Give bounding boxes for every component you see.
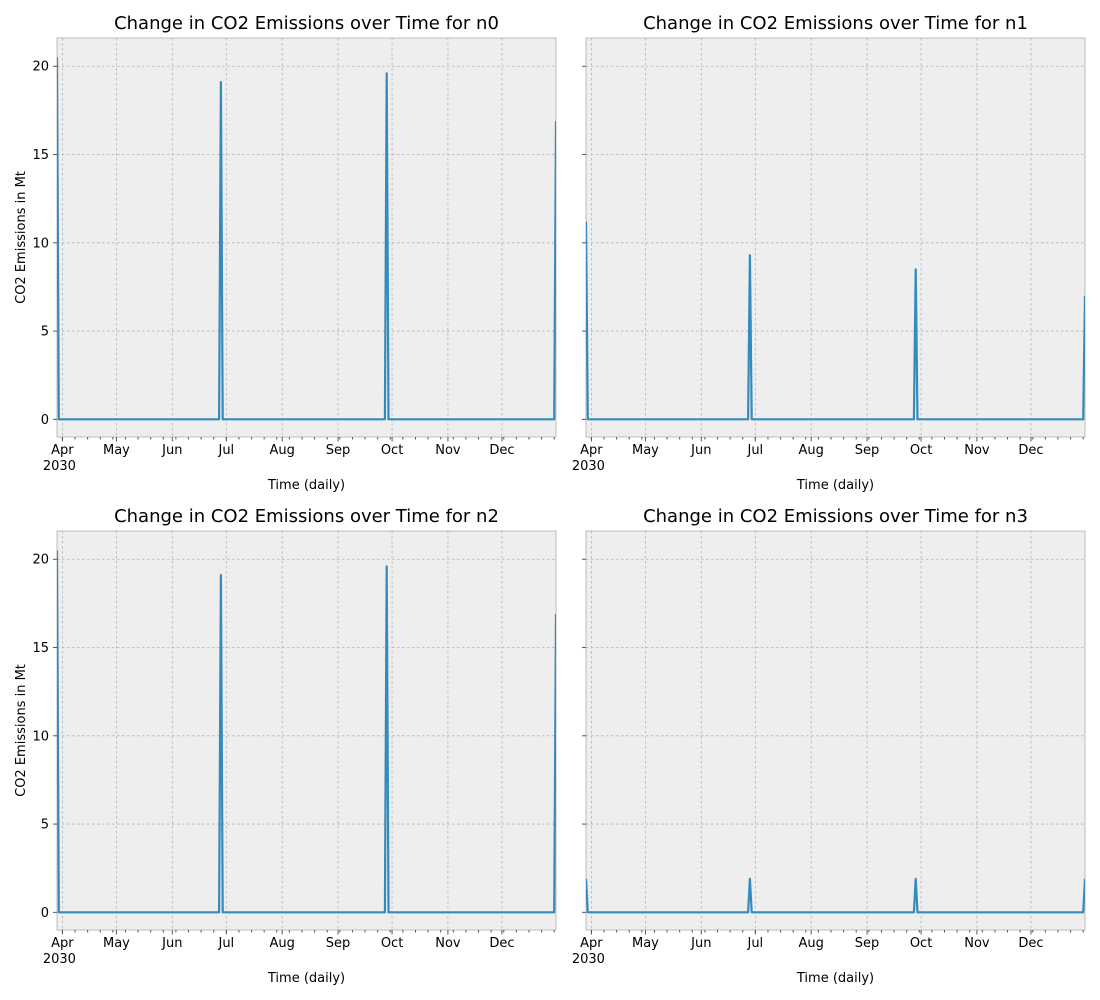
- x-tick-label: Apr: [51, 443, 74, 458]
- x-tick-label: Dec: [1018, 936, 1043, 951]
- x-tick-label: Oct: [381, 936, 403, 951]
- series-line-0: [57, 550, 556, 914]
- x-tick-label: Sep: [855, 936, 880, 951]
- y-tick-label: 10: [32, 236, 49, 251]
- x-tick-label: May: [103, 443, 130, 458]
- chart-panel-3: Change in CO2 Emissions over Time for n3…: [572, 506, 1086, 986]
- y-tick-label: 20: [32, 553, 49, 568]
- x-tick-label: Nov: [964, 443, 990, 458]
- y-axis-label: CO2 Emissions in Mt: [14, 171, 29, 304]
- x-tick-label: Dec: [1018, 443, 1043, 458]
- x-tick-label: Sep: [855, 443, 880, 458]
- x-tick-label: Nov: [435, 936, 461, 951]
- x-tick-label: Apr: [51, 936, 74, 951]
- x-tick-label: Jul: [746, 936, 763, 951]
- x-tick-label: Aug: [269, 443, 294, 458]
- x-tick-label: Jun: [161, 936, 182, 951]
- y-tick-label: 15: [32, 148, 49, 163]
- x-axis-label: Time (daily): [796, 971, 874, 986]
- x-tick-label: Oct: [381, 443, 403, 458]
- x-axis-label: Time (daily): [796, 478, 874, 493]
- plot-area: [585, 37, 1086, 438]
- y-tick-label: 0: [41, 413, 49, 428]
- x-tick-label: Aug: [798, 936, 823, 951]
- x-tick-label: Jul: [217, 936, 234, 951]
- x-tick-label: Jun: [161, 443, 182, 458]
- x-tick-label: Jul: [217, 443, 234, 458]
- x-tick-year-label: 2030: [572, 459, 605, 474]
- x-tick-label: Apr: [580, 936, 603, 951]
- y-axis-label: CO2 Emissions in Mt: [14, 664, 29, 797]
- y-tick-label: 20: [32, 60, 49, 75]
- chart-title: Change in CO2 Emissions over Time for n3: [643, 506, 1028, 527]
- x-tick-label: Nov: [435, 443, 461, 458]
- series-line-0: [586, 221, 1085, 421]
- y-tick-label: 0: [41, 906, 49, 921]
- x-tick-label: Nov: [964, 936, 990, 951]
- x-tick-label: May: [632, 443, 659, 458]
- x-tick-label: Aug: [798, 443, 823, 458]
- chart-panel-1: Change in CO2 Emissions over Time for n1…: [572, 13, 1086, 493]
- plot-area: [56, 530, 557, 931]
- x-tick-label: Jul: [746, 443, 763, 458]
- chart-title: Change in CO2 Emissions over Time for n2: [114, 506, 499, 527]
- x-tick-year-label: 2030: [43, 459, 76, 474]
- chart-panel-2: Change in CO2 Emissions over Time for n2…: [14, 506, 557, 986]
- x-tick-label: Aug: [269, 936, 294, 951]
- y-tick-label: 5: [41, 325, 49, 340]
- y-tick-label: 15: [32, 641, 49, 656]
- x-tick-label: Jun: [690, 443, 711, 458]
- plot-area: [56, 37, 557, 438]
- chart-title: Change in CO2 Emissions over Time for n0: [114, 13, 499, 34]
- plot-area: [585, 530, 1086, 931]
- series-line-0: [57, 57, 556, 421]
- x-axis-label: Time (daily): [267, 478, 345, 493]
- y-tick-label: 10: [32, 729, 49, 744]
- x-tick-label: Apr: [580, 443, 603, 458]
- x-tick-label: Sep: [326, 936, 351, 951]
- x-tick-label: Dec: [489, 443, 514, 458]
- x-tick-label: May: [632, 936, 659, 951]
- x-tick-label: May: [103, 936, 130, 951]
- chart-title: Change in CO2 Emissions over Time for n1: [643, 13, 1028, 34]
- x-tick-label: Dec: [489, 936, 514, 951]
- x-tick-label: Oct: [910, 936, 932, 951]
- y-tick-label: 5: [41, 818, 49, 833]
- x-tick-label: Sep: [326, 443, 351, 458]
- x-tick-year-label: 2030: [43, 952, 76, 967]
- x-tick-label: Jun: [690, 936, 711, 951]
- chart-panel-0: Change in CO2 Emissions over Time for n0…: [14, 13, 557, 493]
- x-tick-label: Oct: [910, 443, 932, 458]
- x-tick-year-label: 2030: [572, 952, 605, 967]
- x-axis-label: Time (daily): [267, 971, 345, 986]
- series-line-0: [586, 877, 1085, 914]
